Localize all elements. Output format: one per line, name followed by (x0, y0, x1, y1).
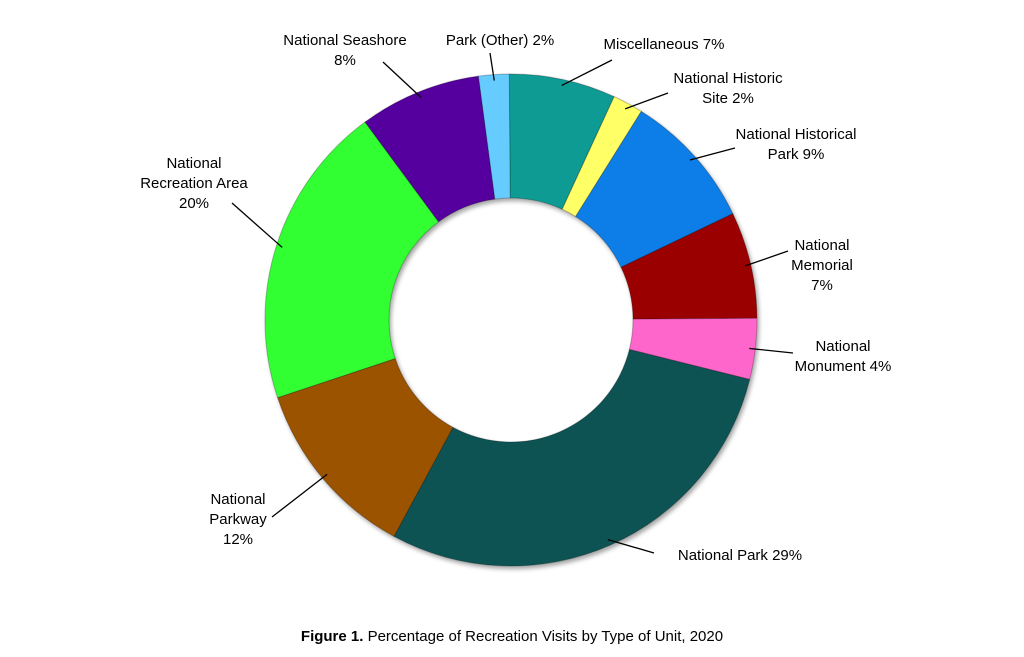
leader-national-seashore (382, 61, 422, 98)
label-line: 20% (179, 195, 209, 212)
label-national-historic-site: National Historic Site 2% (673, 70, 783, 107)
label-national-historical-park: National Historical Park 9% (736, 126, 857, 163)
slice-park-other (477, 73, 511, 200)
label-national-parkway: National Parkway 12% (209, 491, 267, 548)
leader-national-monument (749, 347, 794, 354)
leader-national-recreation-area (231, 202, 283, 248)
label-line: National (794, 237, 849, 254)
slice-labels: Miscellaneous 7% National Historic Site 2%… (140, 32, 891, 564)
donut-chart: Miscellaneous 7% National Historic Site 2%… (140, 32, 891, 567)
donut-slices (264, 73, 758, 567)
label-line: National (210, 491, 265, 508)
caption-bold: Figure 1. (300, 628, 364, 645)
slice-national-recreation-area (264, 121, 440, 399)
label-national-memorial: National Memorial 7% (791, 237, 853, 294)
leader-national-historic-site (624, 92, 669, 110)
label-line: Memorial (791, 257, 853, 274)
label-line: National Park 29% (678, 547, 802, 564)
leader-lines (231, 52, 794, 554)
label-line: National Historical (736, 126, 857, 143)
label-miscellaneous: Miscellaneous 7% (604, 36, 725, 53)
leader-park-other (489, 52, 495, 81)
leader-national-memorial (744, 250, 789, 267)
label-national-monument: National Monument 4% (795, 338, 892, 375)
label-line: National (166, 155, 221, 172)
leader-national-park (607, 538, 655, 554)
leader-national-parkway (271, 473, 328, 518)
caption-text: Percentage of Recreation Visits by Type … (363, 628, 724, 645)
label-line: Monument 4% (795, 358, 892, 375)
figure-caption: Figure 1. Percentage of Recreation Visit… (0, 628, 1024, 645)
leader-miscellaneous (561, 59, 613, 87)
label-line: Parkway (209, 511, 267, 528)
leader-national-historical-park (689, 147, 736, 161)
label-line: 7% (811, 277, 833, 294)
label-line: Park 9% (768, 146, 825, 163)
label-line: National Historic (673, 70, 783, 87)
label-line: 8% (334, 52, 356, 69)
label-line: Recreation Area (140, 175, 248, 192)
label-line: 12% (223, 531, 253, 548)
label-national-recreation-area: National Recreation Area 20% (140, 155, 248, 212)
label-national-park: National Park 29% (678, 547, 802, 564)
label-line: Miscellaneous 7% (604, 36, 725, 53)
label-line: Site 2% (702, 90, 754, 107)
slice-national-park (393, 348, 751, 567)
slice-national-parkway (276, 357, 454, 538)
label-national-seashore: National Seashore 8% (283, 32, 406, 69)
label-park-other: Park (Other) 2% (446, 32, 554, 49)
label-line: National (815, 338, 870, 355)
label-line: Park (Other) 2% (446, 32, 554, 49)
label-line: National Seashore (283, 32, 406, 49)
